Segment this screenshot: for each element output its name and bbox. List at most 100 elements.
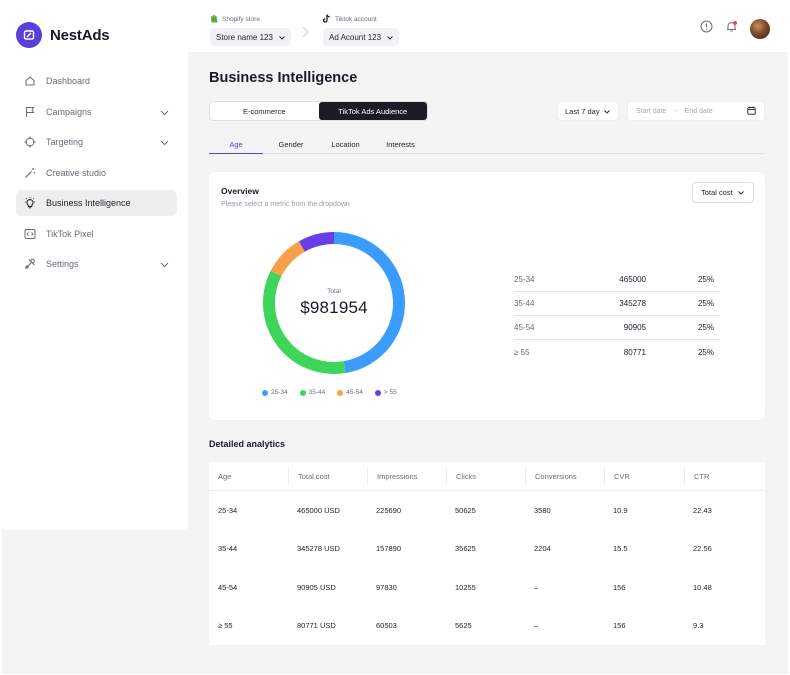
donut-slice-45-54[interactable] (270, 241, 306, 277)
calendar-icon[interactable] (747, 106, 756, 117)
sidebar-item-label: TikTok Pixel (46, 228, 94, 239)
table-cell: 15.5 (613, 544, 628, 554)
period-value: Last 7 day (565, 106, 600, 116)
sidebar-item-campaigns[interactable]: Campaigns (16, 99, 177, 125)
sidebar-item-targeting[interactable]: Targeting (16, 129, 177, 155)
column-header-clicks[interactable]: Clicks (446, 467, 525, 485)
breakdown-value: 90905 (623, 323, 646, 332)
start-date-field[interactable]: Start date (636, 107, 667, 115)
legend-item-45-54: 45-54 (337, 389, 363, 396)
sidebar-item-creative-studio[interactable]: Creative studio (16, 160, 177, 186)
legend-label: > 55 (383, 389, 397, 396)
store-selector: Shopify store Store name 123 (210, 14, 291, 46)
table-cell: 10255 (455, 582, 476, 592)
account-dropdown[interactable]: Ad Acount 123 (323, 28, 400, 46)
tab-location[interactable]: Location (331, 140, 360, 149)
chevron-down-icon[interactable] (160, 108, 169, 118)
table-cell: 22.43 (693, 505, 712, 515)
table-cell: 35-44 (218, 544, 238, 554)
nestads-logo-icon (16, 22, 42, 48)
legend-label: 35-44 (308, 389, 326, 396)
donut-slice-35-44[interactable] (263, 270, 346, 374)
notification-bell-icon[interactable] (725, 20, 738, 38)
code-icon (24, 228, 36, 240)
column-header-cvr[interactable]: CVR (604, 467, 684, 485)
breakdown-value: 80771 (623, 347, 646, 357)
sidebar-item-settings[interactable]: Settings (16, 251, 177, 277)
table-cell: 2204 (534, 544, 551, 554)
table-cell: 3580 (534, 505, 551, 515)
legend-swatch (262, 389, 268, 396)
audience-tabs: Age Gender Location Interests (209, 135, 765, 154)
breakdown-age: 35-44 (514, 299, 535, 308)
donut-slice-55[interactable] (298, 232, 335, 252)
tab-interests[interactable]: Interests (386, 140, 415, 149)
tools-icon (24, 258, 36, 270)
table-cell: 157890 (376, 544, 402, 554)
table-row: ≥ 55 80771 USD 60503 5625 – 156 9.3 (209, 607, 765, 646)
table-cell: 60503 (376, 621, 397, 631)
donut-slice-25-34[interactable] (333, 232, 405, 374)
period-dropdown[interactable]: Last 7 day (557, 101, 619, 121)
table-row: 35-44 345278 USD 157890 35625 2204 15.5 … (209, 530, 765, 569)
list-item: ≥ 55 80771 25% (514, 340, 720, 364)
sidebar-item-label: Creative studio (46, 167, 107, 178)
table-cell: – (534, 582, 539, 592)
column-header-ctr[interactable]: CTR (684, 467, 765, 485)
account-selector: Tiktok account Ad Acount 123 (322, 14, 400, 46)
tab-age[interactable]: Age (209, 135, 263, 154)
breakdown-percent: 25% (697, 275, 714, 284)
metric-value: Total cost (701, 188, 733, 197)
sidebar-item-label: Settings (46, 259, 79, 269)
column-header-total-cost[interactable]: Total cost (288, 467, 367, 485)
sidebar-item-label: Campaigns (46, 106, 92, 117)
sidebar-item-business-intelligence[interactable]: Business Intelligence (16, 190, 177, 216)
date-range-picker[interactable]: Start date - End date (627, 101, 765, 121)
store-value: Store name 123 (216, 32, 273, 42)
sidebar-item-dashboard[interactable]: Dashboard (16, 68, 177, 94)
store-dropdown[interactable]: Store name 123 (210, 28, 291, 46)
avatar[interactable] (750, 19, 770, 39)
breakdown-percent: 25% (697, 347, 714, 357)
list-item: 35-44 345278 25% (514, 292, 720, 316)
breakdown-age: 45-54 (514, 323, 535, 332)
breakdown-age: ≥ 55 (514, 347, 530, 357)
table-cell: 50625 (455, 505, 476, 515)
overview-card: Overview Please select a metric from the… (209, 172, 765, 420)
help-icon[interactable] (700, 20, 713, 38)
crosshair-icon (24, 136, 36, 148)
legend-swatch (299, 389, 306, 396)
app-name: NestAds (50, 26, 110, 44)
segment-tiktok-ads-audience[interactable]: TikTok Ads Audience (318, 102, 427, 120)
detailed-analytics-title: Detailed analytics (209, 439, 286, 449)
overview-title: Overview (221, 186, 259, 196)
sidebar-item-tiktok-pixel[interactable]: TikTok Pixel (16, 221, 177, 247)
table-cell: 9.3 (693, 621, 704, 631)
chevron-down-icon (603, 107, 610, 116)
chevron-down-icon[interactable] (160, 138, 169, 148)
legend-item-35-44: 35-44 (299, 389, 326, 396)
metric-dropdown[interactable]: Total cost (692, 182, 754, 203)
end-date-field[interactable]: End date (684, 107, 713, 115)
breakdown-age: 25-34 (514, 275, 535, 284)
overview-subtitle: Please select a metric from the dropdown (221, 201, 350, 208)
column-header-age[interactable]: Age (218, 471, 232, 481)
chevron-down-icon (387, 33, 393, 42)
age-breakdown-list: 25-34 465000 25% 35-44 345278 25% 45-54 … (514, 268, 720, 364)
column-header-conversions[interactable]: Conversions (525, 467, 604, 485)
segment-ecommerce[interactable]: E-commerce (242, 106, 286, 116)
table-row: 25-34 465000 USD 225690 50625 3580 10.9 … (209, 491, 765, 530)
legend-swatch (337, 389, 344, 396)
sidebar-nav: Dashboard Campaigns Targeting Creative s… (16, 68, 177, 282)
logo[interactable]: NestAds (16, 22, 110, 48)
table-cell: 345278 USD (297, 544, 340, 554)
shopify-icon (210, 14, 218, 25)
chevron-down-icon[interactable] (160, 260, 169, 270)
table-cell: 97830 (376, 582, 397, 592)
breakdown-value: 465000 (619, 275, 646, 284)
legend-swatch (374, 389, 381, 396)
tab-gender[interactable]: Gender (278, 140, 304, 149)
column-header-impressions[interactable]: Impressions (367, 467, 446, 485)
date-separator: - (674, 107, 677, 115)
flag-icon (24, 106, 36, 118)
